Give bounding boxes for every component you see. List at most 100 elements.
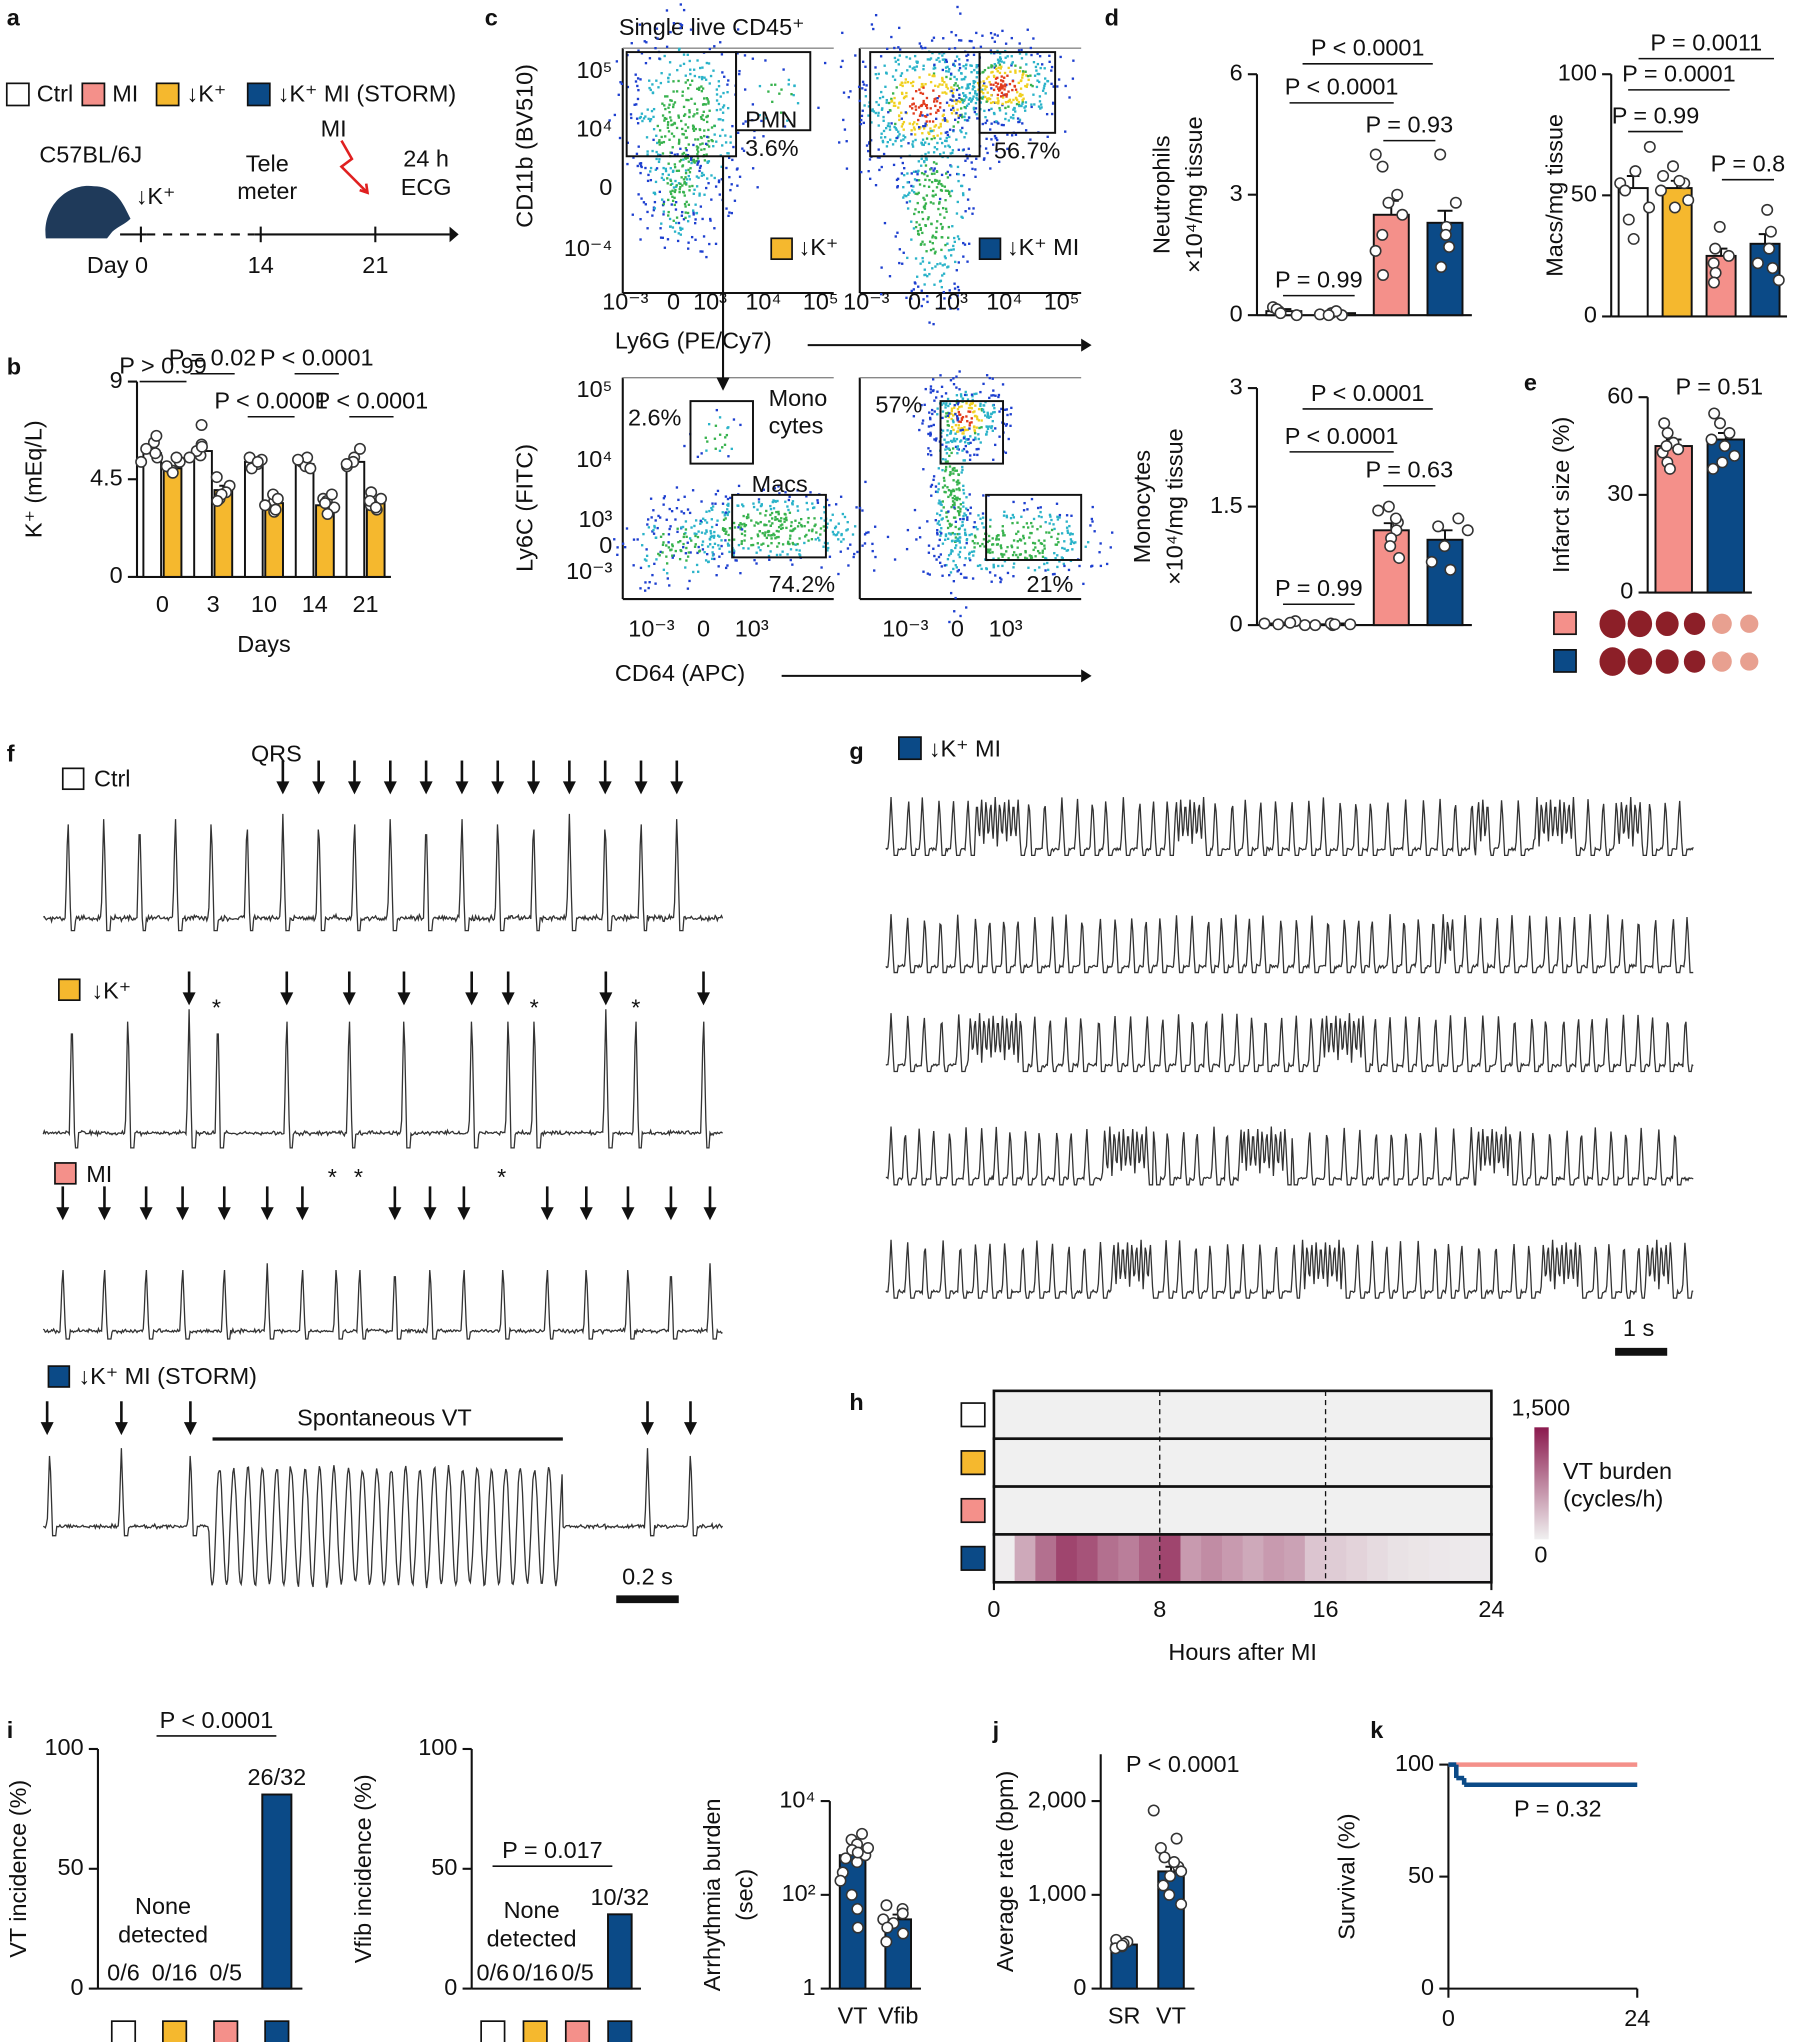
event (790, 93, 792, 95)
event (990, 138, 992, 140)
event (774, 519, 776, 521)
event (791, 502, 793, 504)
event (743, 523, 745, 525)
flow-tick: 10⁵ (577, 376, 613, 402)
event (663, 201, 665, 203)
event (679, 183, 681, 185)
event (776, 530, 778, 532)
event (766, 537, 768, 539)
event (688, 161, 690, 163)
event (932, 190, 934, 192)
event (655, 80, 657, 82)
event (932, 194, 934, 196)
event (1032, 549, 1034, 551)
heat-cell (1098, 1391, 1119, 1439)
event (975, 526, 977, 528)
event (932, 242, 934, 244)
flow-axis-label: Ly6C (FITC) (512, 444, 538, 572)
event (678, 116, 680, 118)
event (875, 73, 877, 75)
event (637, 193, 639, 195)
flow-tick: 10⁻⁴ (564, 235, 613, 261)
event (932, 479, 934, 481)
event (710, 139, 712, 141)
event (707, 162, 709, 164)
event (641, 544, 643, 546)
event (964, 243, 966, 245)
event (688, 111, 690, 113)
event (950, 379, 952, 381)
event (680, 510, 682, 512)
event (701, 78, 703, 80)
event (966, 157, 968, 159)
event (852, 556, 854, 558)
event (937, 183, 939, 185)
event (1057, 533, 1059, 535)
event (686, 201, 688, 203)
event (741, 540, 743, 542)
event (958, 117, 960, 119)
event (840, 534, 842, 536)
heart-slice (1712, 651, 1732, 671)
event (702, 540, 704, 542)
event (923, 274, 925, 276)
event (639, 23, 641, 25)
event (716, 524, 718, 526)
event (924, 141, 926, 143)
event (954, 241, 956, 243)
event (987, 428, 989, 430)
event (944, 458, 946, 460)
event (1039, 95, 1041, 97)
flow-tick: 10⁻³ (602, 289, 648, 315)
event (768, 520, 770, 522)
event (1040, 67, 1042, 69)
p-value: P = 0.99 (1275, 575, 1363, 601)
event (959, 67, 961, 69)
event (681, 211, 683, 213)
event (994, 574, 996, 576)
event (774, 516, 776, 518)
event (729, 527, 731, 529)
event (959, 101, 961, 103)
event (792, 543, 794, 545)
event (971, 403, 973, 405)
event (842, 513, 844, 515)
heat-cell (1201, 1439, 1222, 1487)
event (951, 112, 953, 114)
event (764, 514, 766, 516)
event (668, 584, 670, 586)
event (962, 429, 964, 431)
heat-cell (1222, 1487, 1243, 1535)
event (884, 222, 886, 224)
event (671, 555, 673, 557)
event (767, 90, 769, 92)
event (776, 545, 778, 547)
event (944, 484, 946, 486)
event (688, 551, 690, 553)
event (936, 413, 938, 415)
event (696, 564, 698, 566)
event (937, 545, 939, 547)
event (971, 161, 973, 163)
event (641, 113, 643, 115)
event (699, 550, 701, 552)
event (1056, 516, 1058, 518)
event (961, 432, 963, 434)
event (956, 212, 958, 214)
event (711, 535, 713, 537)
event (790, 521, 792, 523)
event (990, 416, 992, 418)
event (790, 559, 792, 561)
event (687, 126, 689, 128)
event (1019, 554, 1021, 556)
event (765, 510, 767, 512)
data-point (1658, 171, 1668, 181)
event (704, 159, 706, 161)
event (1098, 551, 1100, 553)
event (936, 391, 938, 393)
event (993, 89, 995, 91)
event (687, 242, 689, 244)
event (935, 118, 937, 120)
event (881, 109, 883, 111)
